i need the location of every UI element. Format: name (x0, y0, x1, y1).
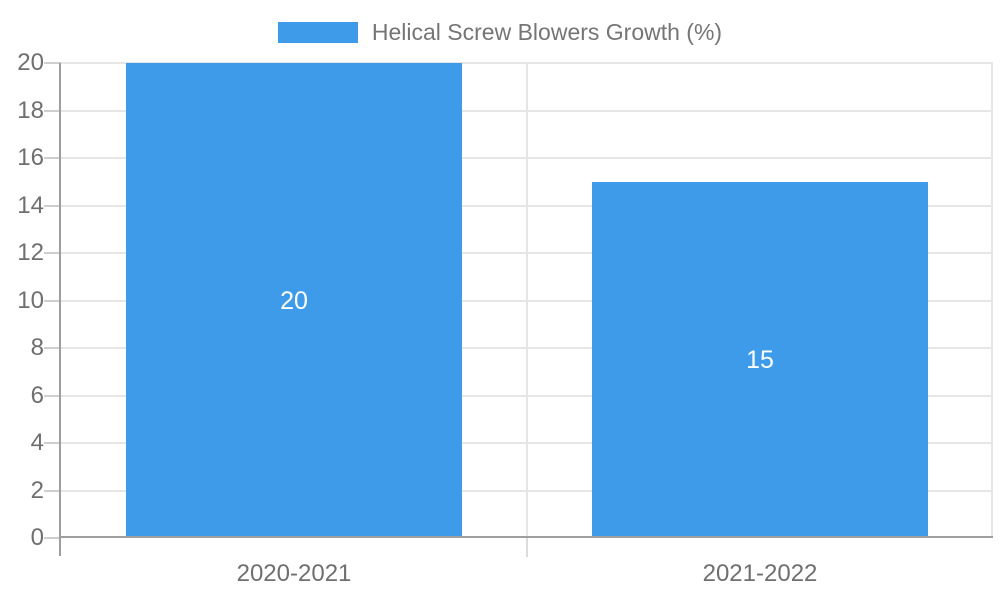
y-axis-tick (44, 537, 61, 539)
y-axis-tick (44, 204, 61, 207)
y-axis-line (59, 63, 61, 556)
y-axis-tick (44, 347, 61, 349)
y-tick-label: 18 (17, 96, 44, 124)
bar-value-label: 15 (746, 346, 774, 374)
y-axis-tick (44, 299, 61, 302)
bar[interactable] (592, 182, 928, 538)
y-axis-tick (44, 442, 61, 444)
y-axis-tick (44, 394, 61, 397)
y-tick-label: 4 (30, 429, 44, 456)
x-category-label: 2020-2021 (236, 560, 352, 587)
y-tick-label: 14 (17, 191, 44, 219)
y-tick-label: 6 (30, 381, 44, 409)
y-tick-label: 12 (17, 239, 44, 266)
y-axis-tick (44, 157, 61, 159)
y-axis-tick (44, 252, 61, 254)
bar[interactable] (126, 63, 462, 538)
chart-legend[interactable]: Helical Screw Blowers Growth (%) (0, 19, 1000, 45)
x-axis-line (61, 536, 993, 538)
x-category-label: 2021-2022 (702, 560, 818, 587)
legend-swatch (277, 21, 358, 43)
y-axis-tick (44, 489, 61, 492)
y-tick-label: 2 (30, 476, 44, 504)
y-tick-label: 16 (17, 144, 44, 171)
y-tick-label: 0 (30, 524, 44, 551)
y-tick-label: 20 (17, 49, 44, 76)
plot-area (61, 62, 993, 538)
category-boundary-gridline (991, 63, 993, 538)
y-tick-label: 8 (30, 334, 44, 361)
y-axis-tick (44, 62, 61, 64)
category-boundary-gridline (526, 63, 528, 538)
bar-value-label: 20 (280, 286, 308, 315)
x-axis-tick (526, 538, 528, 557)
legend-label: Helical Screw Blowers Growth (%) (371, 19, 723, 45)
y-tick-label: 10 (17, 286, 44, 314)
y-axis-tick (44, 109, 61, 112)
